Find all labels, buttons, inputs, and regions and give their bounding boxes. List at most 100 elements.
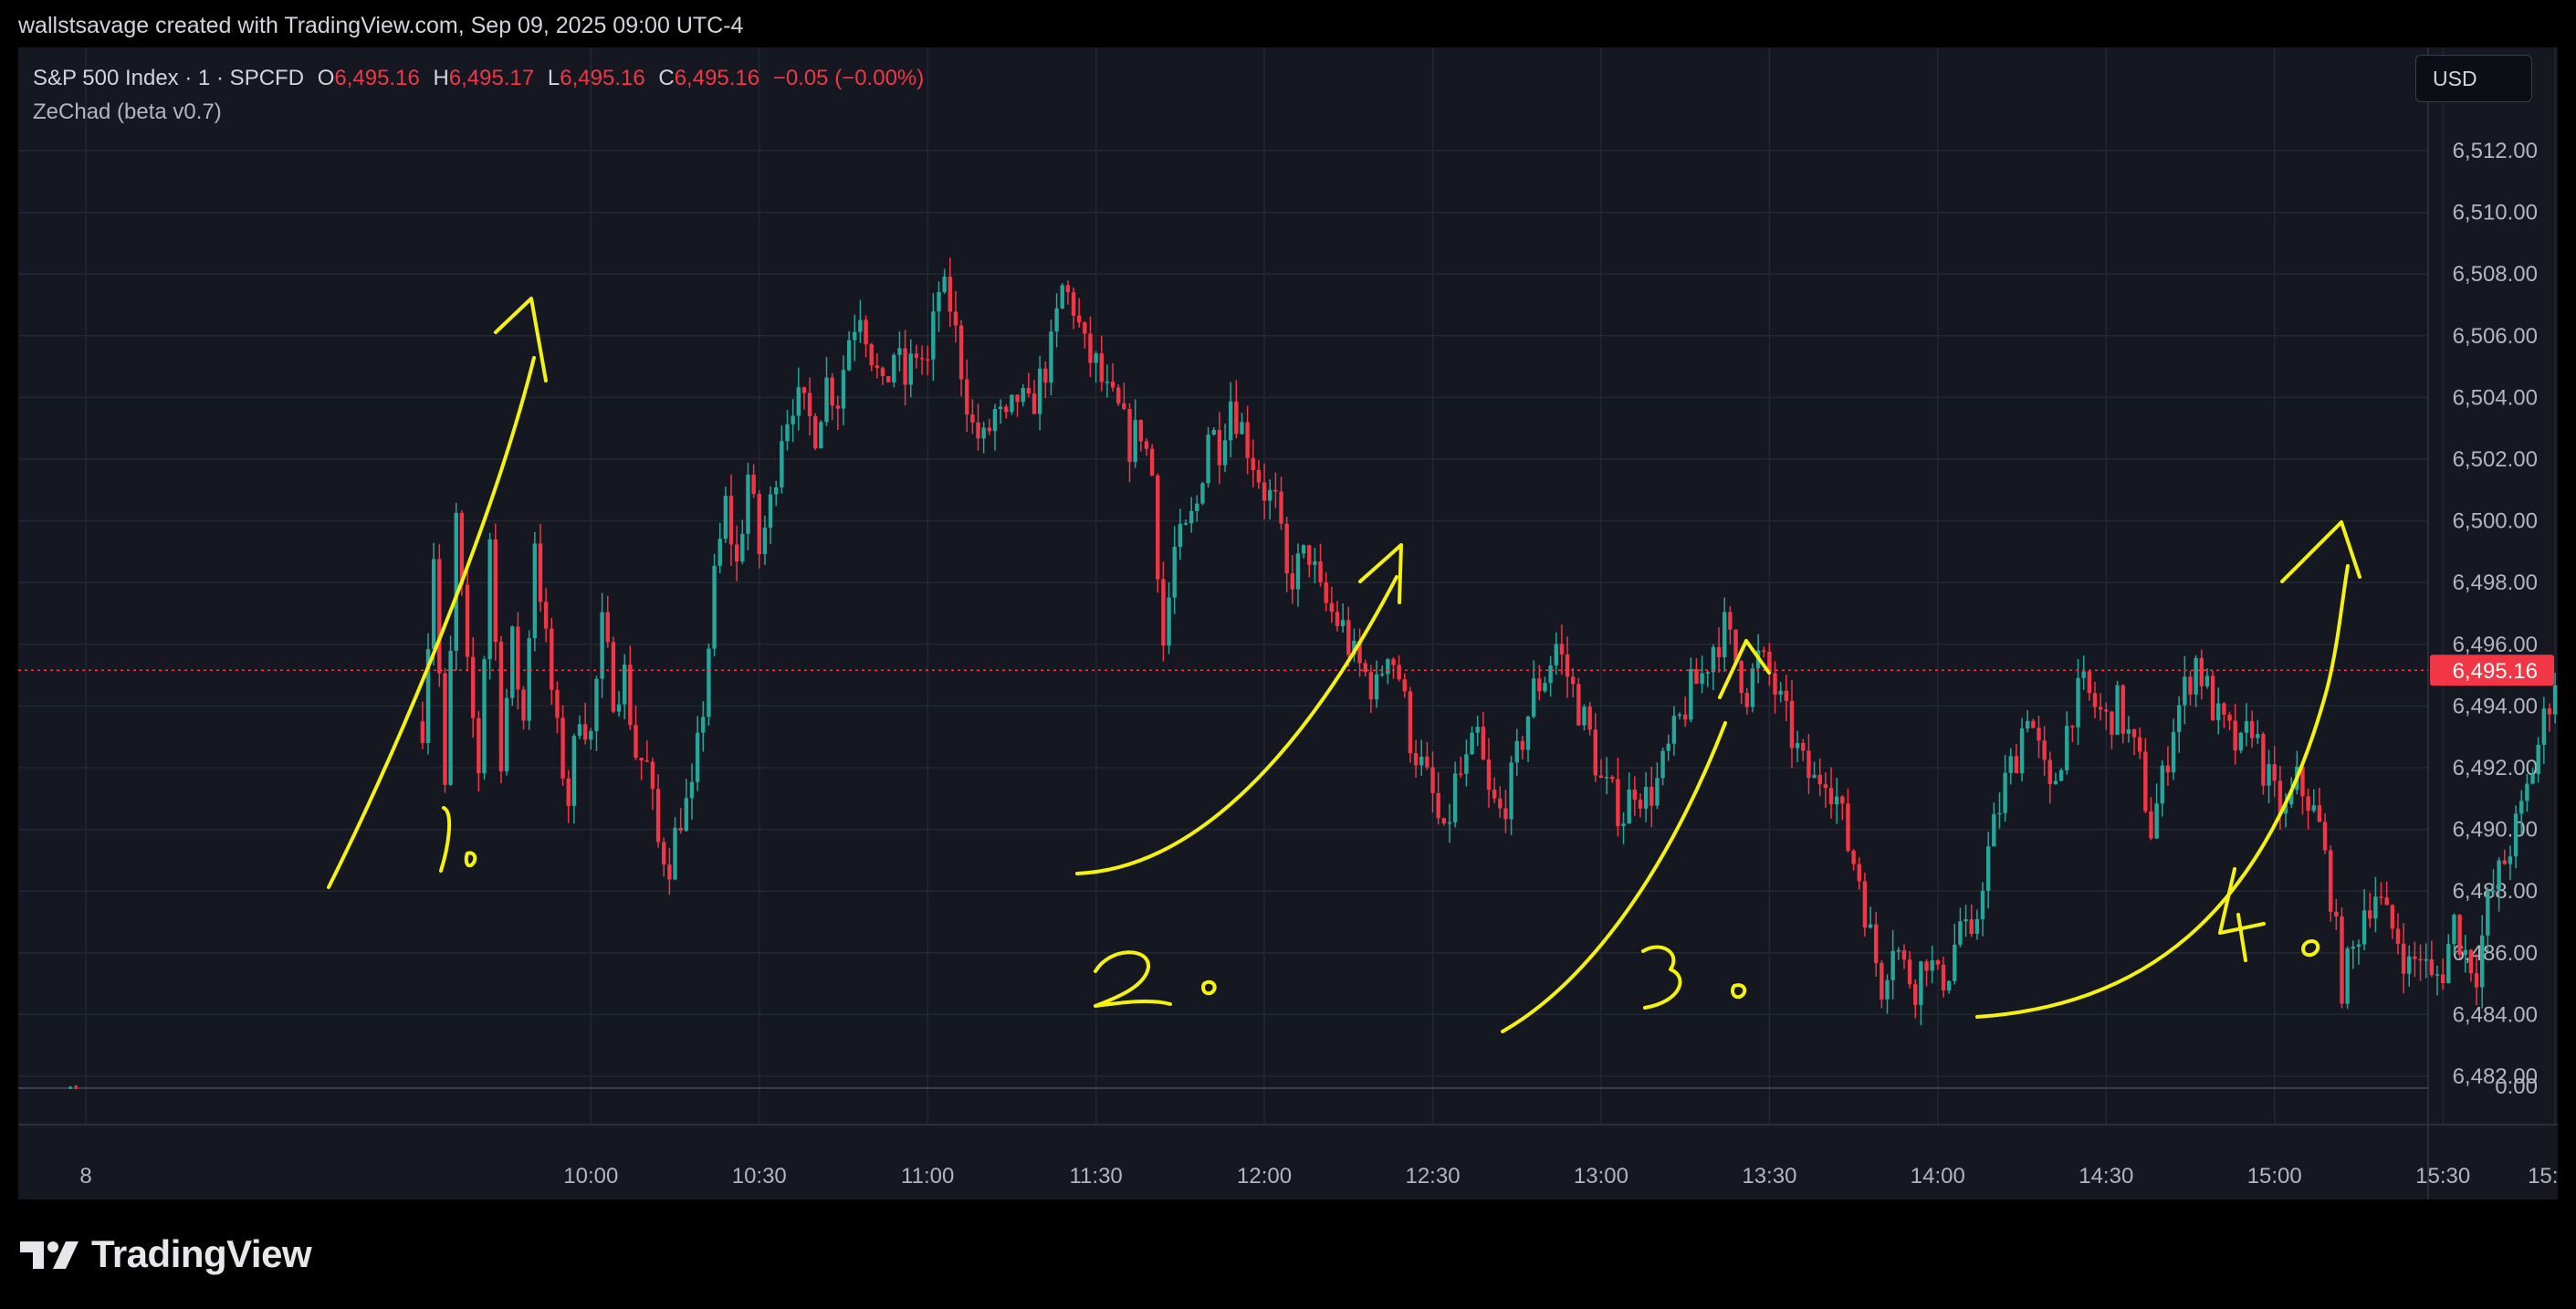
candle-body xyxy=(487,539,492,660)
candle-body xyxy=(498,642,504,771)
candle-body xyxy=(1520,740,1525,750)
candle-body xyxy=(1200,483,1205,504)
candle-body xyxy=(1307,545,1312,565)
candle-body xyxy=(1441,818,1447,824)
candle-body xyxy=(1677,714,1682,717)
candle-body xyxy=(2137,737,2142,752)
candle-body xyxy=(1649,787,1654,806)
y-tick-label: 6,500.00 xyxy=(2453,509,2538,534)
candle-body xyxy=(1099,353,1104,382)
candle-body xyxy=(1733,629,1738,662)
x-tick-label: 15:50 xyxy=(2528,1164,2558,1189)
candle-body xyxy=(471,656,476,718)
candle-body xyxy=(2081,671,2086,678)
indicator-label[interactable]: ZeChad (beta v0.7) xyxy=(33,99,222,124)
candle-body xyxy=(2340,916,2344,1004)
currency-button[interactable]: USD xyxy=(2415,55,2532,102)
candle-body xyxy=(1543,683,1547,692)
candle-body xyxy=(482,659,487,774)
candle-body xyxy=(1767,651,1772,674)
candle-body xyxy=(2351,947,2355,949)
candle-body xyxy=(1711,646,1716,673)
candle-body xyxy=(1335,612,1340,626)
candle-body xyxy=(628,665,633,726)
candle-body xyxy=(1110,382,1115,388)
candle-body xyxy=(2183,676,2187,706)
candle-body xyxy=(1273,489,1278,492)
candle-body xyxy=(2525,783,2529,801)
brand[interactable]: TradingView xyxy=(20,1232,312,1276)
candle-body xyxy=(2065,726,2069,770)
annotation-label-2-dot xyxy=(1201,979,1217,996)
candle-body xyxy=(1874,924,1879,963)
candle-body xyxy=(2154,803,2159,839)
candle-body xyxy=(1616,779,1620,827)
candle-body xyxy=(1374,674,1379,700)
price-chart[interactable]: 6,512.00 6,510.00 6,508.00 6,506.00 6,504.00… xyxy=(18,47,2558,1199)
candle-body xyxy=(2087,671,2092,694)
candle-body xyxy=(1784,690,1789,701)
candle-body xyxy=(835,405,841,409)
candle-body xyxy=(1868,924,1873,928)
candle-body xyxy=(908,353,913,385)
candle-body xyxy=(2244,721,2249,733)
candle-body xyxy=(1828,788,1834,805)
annotation-arrowhead-3 xyxy=(1718,639,1771,699)
candle-body xyxy=(1329,602,1335,613)
candle-body xyxy=(1953,944,1957,981)
y-tick-label: 6,496.00 xyxy=(2453,633,2538,657)
candle-body xyxy=(707,648,711,717)
candle-body xyxy=(1010,394,1014,413)
candle-body xyxy=(1076,315,1082,323)
candle-body xyxy=(1862,881,1868,928)
candle-body xyxy=(2171,731,2176,773)
candle-body xyxy=(1559,644,1565,654)
candle-body xyxy=(1397,665,1401,680)
candle-body xyxy=(1167,597,1171,646)
x-tick-label: 11:30 xyxy=(1069,1164,1122,1189)
candle-body xyxy=(1682,714,1688,720)
candle-body xyxy=(1531,678,1536,717)
candle-body xyxy=(493,539,498,643)
candle-body xyxy=(662,842,666,865)
candle-body xyxy=(476,717,481,774)
candle-body xyxy=(1789,700,1795,749)
candle-body xyxy=(1470,732,1474,755)
candle-body xyxy=(2008,756,2013,773)
high-value: 6,495.17 xyxy=(448,66,535,90)
candle-body xyxy=(2536,744,2540,775)
candle-body xyxy=(2497,860,2501,891)
candle-body xyxy=(594,678,599,731)
candle-body xyxy=(1211,430,1216,435)
candle-body xyxy=(2019,728,2025,774)
candle-body xyxy=(1279,491,1283,524)
candle-body xyxy=(1593,729,1598,776)
candle-body xyxy=(1065,285,1071,293)
candle-body xyxy=(1919,961,1923,1005)
candle-body xyxy=(2131,728,2137,738)
candle-body xyxy=(757,494,761,554)
candle-body xyxy=(931,311,936,360)
candle-body xyxy=(2104,709,2109,712)
candle-body xyxy=(1492,790,1497,799)
candle-body xyxy=(1425,756,1429,768)
candle-body xyxy=(1459,773,1463,775)
chart-panel[interactable]: 6,512.00 6,510.00 6,508.00 6,506.00 6,504.00… xyxy=(18,47,2558,1199)
candle-body xyxy=(2429,958,2435,976)
candle-body xyxy=(1728,612,1733,630)
candle-body xyxy=(958,325,964,380)
candle-body xyxy=(1133,420,1137,463)
candle-body xyxy=(516,626,520,690)
candle-body xyxy=(2300,766,2305,797)
low-value: 6,495.16 xyxy=(560,66,645,90)
candle-body xyxy=(1245,422,1250,458)
candle-body xyxy=(1228,402,1233,441)
candle-body xyxy=(650,761,655,790)
symbol-label[interactable]: S&P 500 Index · 1 · SPCFD xyxy=(33,66,305,90)
candle-body xyxy=(1840,796,1845,804)
candle-body xyxy=(1643,787,1649,809)
candle-body xyxy=(1812,774,1817,779)
candle-body xyxy=(768,494,773,529)
x-tick-label: 12:00 xyxy=(1237,1164,1292,1189)
candle-body xyxy=(1857,864,1861,882)
